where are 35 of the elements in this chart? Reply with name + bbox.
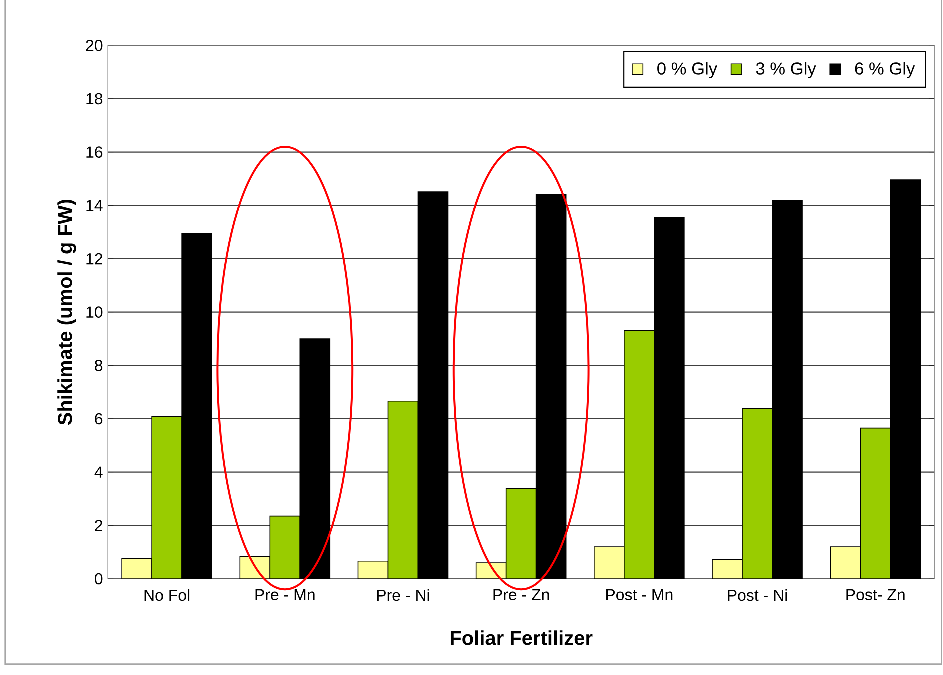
x-tick-label: No Fol: [144, 589, 190, 602]
x-tick-label: Post- Zn: [846, 589, 905, 601]
bar: [506, 488, 536, 579]
bar: [152, 416, 182, 579]
x-tick-label: Post - Ni: [728, 589, 788, 602]
y-tick-label: 14: [86, 200, 103, 212]
x-tick-label: Pre - Mn: [256, 589, 315, 601]
y-tick-label: 6: [95, 413, 103, 425]
x-tick-label: Pre - Zn: [494, 589, 550, 601]
x-tick-label: Post - Mn: [606, 589, 673, 601]
y-tick-label: 8: [95, 360, 103, 372]
y-tick-label: 10: [86, 306, 103, 318]
bar: [860, 428, 892, 579]
y-tick-label: 20: [86, 40, 103, 52]
bar: [270, 516, 300, 579]
y-tick-label: 12: [86, 253, 102, 265]
y-tick-label: 18: [86, 93, 103, 105]
bar: [594, 546, 624, 579]
bar: [122, 558, 152, 579]
bar: [624, 330, 654, 579]
y-tick-label: 0: [95, 573, 103, 585]
bar: [830, 546, 862, 579]
bar: [742, 408, 773, 579]
x-tick-label: Pre - Ni: [377, 589, 430, 602]
legend-label: 3 % Gly: [756, 62, 816, 78]
y-axis-title: Shikimate (umol / g FW): [58, 200, 76, 426]
bar: [712, 560, 743, 579]
y-tick-label: 16: [86, 146, 103, 158]
y-tick-label: 4: [94, 466, 103, 478]
bar: [388, 401, 418, 579]
y-tick-label: 2: [95, 520, 102, 532]
legend-label: 6 % Gly: [855, 62, 916, 78]
legend-label: 0 % Gly: [658, 62, 718, 78]
x-axis-title: Foliar Fertilizer: [450, 630, 593, 646]
bar: [358, 561, 388, 579]
